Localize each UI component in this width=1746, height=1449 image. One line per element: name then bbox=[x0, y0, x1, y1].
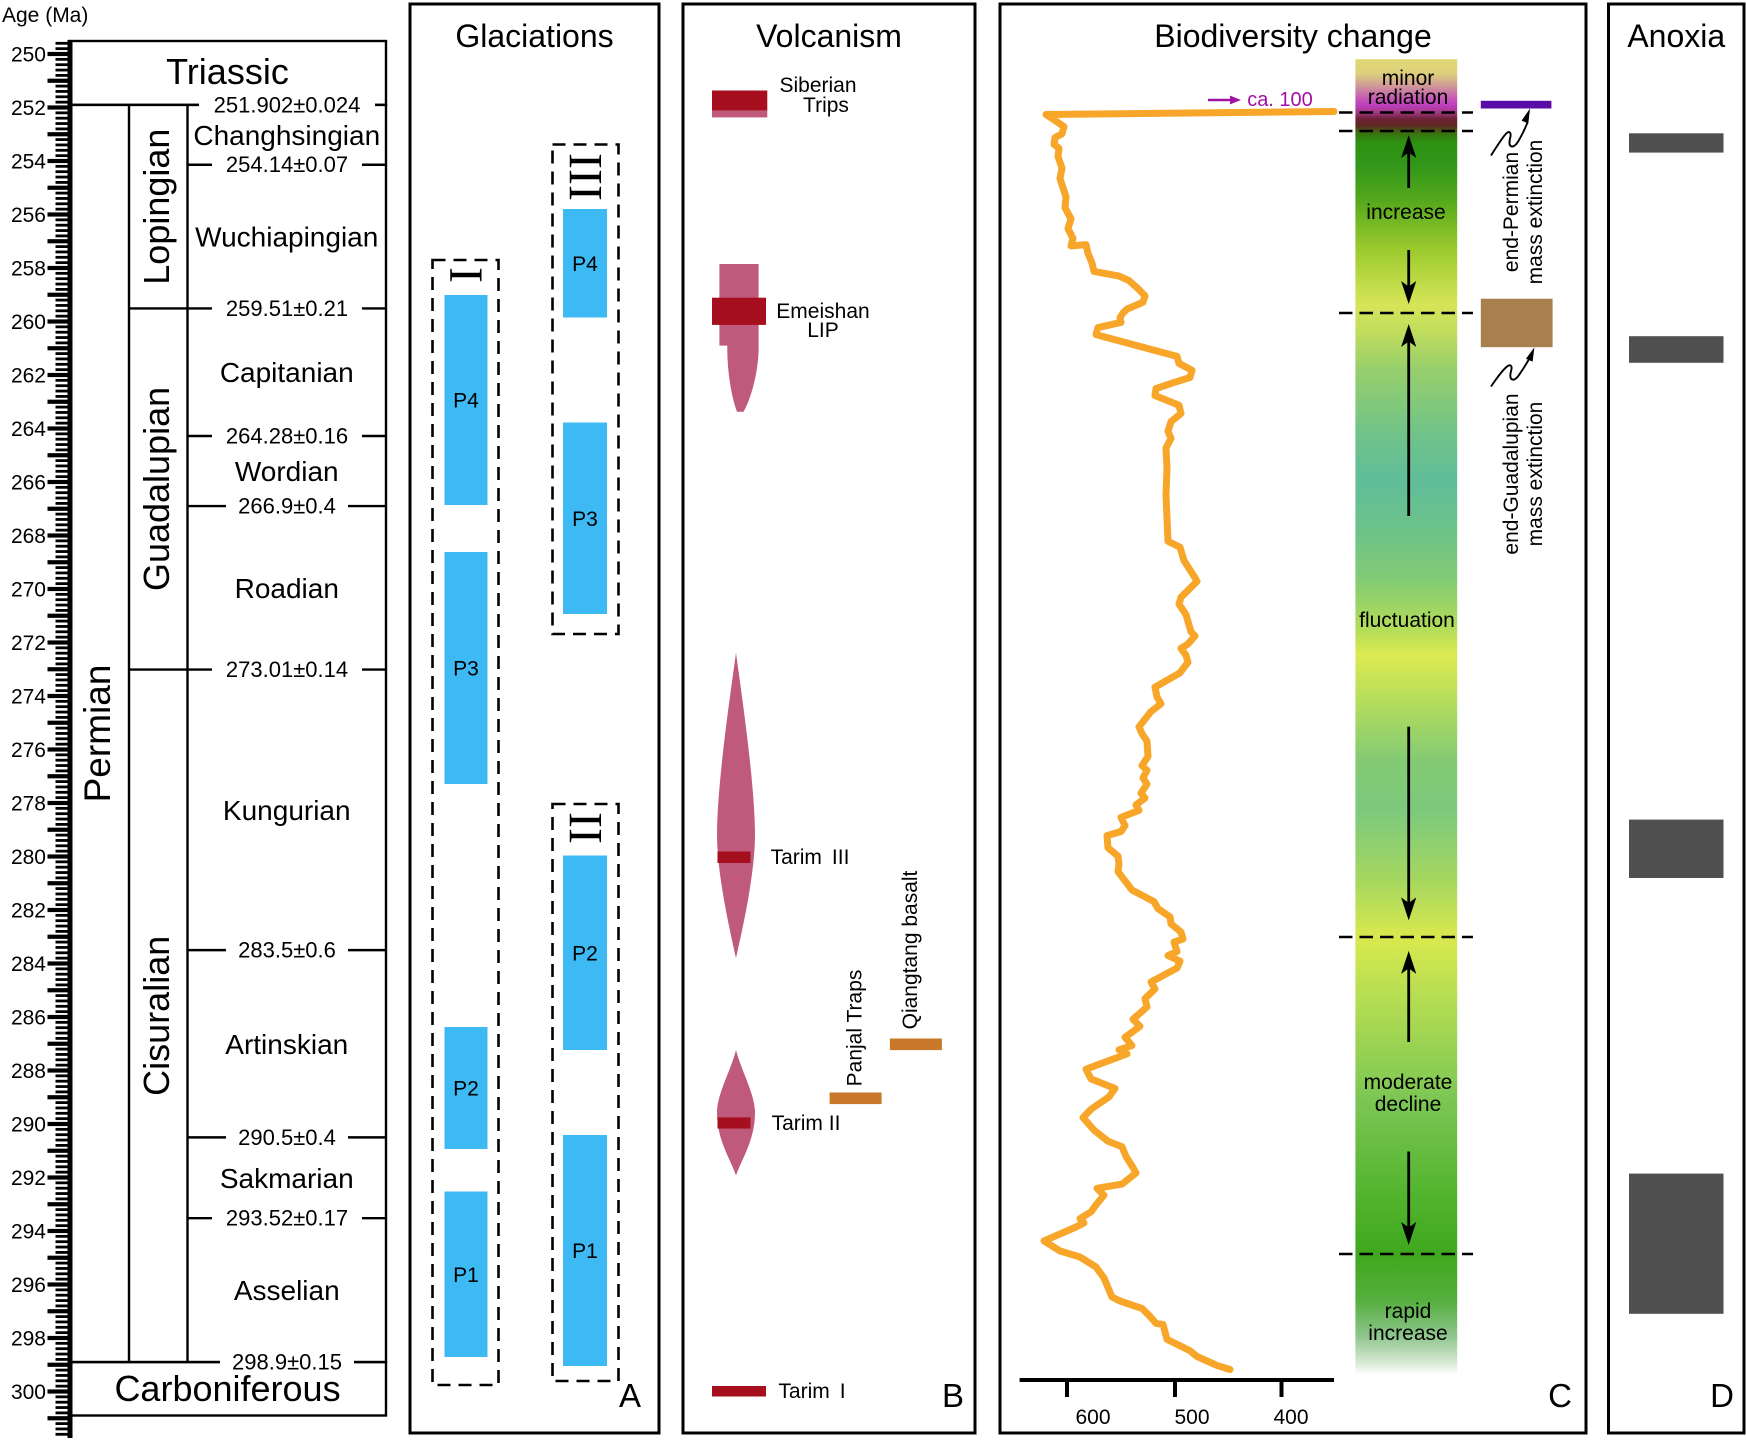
svg-text:296: 296 bbox=[11, 1274, 46, 1297]
svg-text:266.9±0.4: 266.9±0.4 bbox=[238, 494, 336, 519]
svg-text:A: A bbox=[619, 1377, 641, 1414]
svg-text:I: I bbox=[439, 267, 492, 283]
svg-text:Siberian: Siberian bbox=[779, 74, 856, 97]
svg-text:P4: P4 bbox=[453, 390, 479, 413]
svg-text:ca. 100: ca. 100 bbox=[1247, 89, 1313, 111]
svg-text:251.902±0.024: 251.902±0.024 bbox=[214, 92, 361, 117]
svg-text:292: 292 bbox=[11, 1167, 46, 1190]
svg-text:P4: P4 bbox=[572, 253, 598, 276]
svg-text:B: B bbox=[942, 1377, 964, 1414]
svg-text:600: 600 bbox=[1075, 1406, 1110, 1429]
svg-text:Artinskian: Artinskian bbox=[225, 1029, 348, 1060]
svg-text:268: 268 bbox=[11, 525, 46, 548]
svg-text:500: 500 bbox=[1174, 1406, 1209, 1429]
svg-text:290: 290 bbox=[11, 1114, 46, 1137]
svg-text:Lopingian: Lopingian bbox=[136, 129, 177, 285]
svg-text:moderate: moderate bbox=[1364, 1071, 1453, 1094]
svg-text:272: 272 bbox=[11, 632, 46, 655]
svg-text:Changhsingian: Changhsingian bbox=[193, 120, 380, 151]
svg-text:278: 278 bbox=[11, 793, 46, 816]
svg-text:258: 258 bbox=[11, 258, 46, 281]
svg-text:increase: increase bbox=[1366, 201, 1445, 224]
svg-text:Tarim I: Tarim I bbox=[778, 1380, 845, 1403]
svg-text:Kungurian: Kungurian bbox=[223, 795, 351, 826]
svg-text:280: 280 bbox=[11, 846, 46, 869]
svg-text:Capitanian: Capitanian bbox=[220, 357, 354, 388]
svg-text:Emeishan: Emeishan bbox=[776, 300, 869, 323]
svg-text:276: 276 bbox=[11, 739, 46, 762]
svg-text:294: 294 bbox=[11, 1221, 46, 1244]
svg-text:252: 252 bbox=[11, 97, 46, 120]
svg-text:mass extinction: mass extinction bbox=[1524, 402, 1547, 547]
svg-text:Qiangtang basalt: Qiangtang basalt bbox=[899, 870, 922, 1029]
svg-text:260: 260 bbox=[11, 311, 46, 334]
svg-text:Carboniferous: Carboniferous bbox=[114, 1368, 340, 1409]
svg-text:284: 284 bbox=[11, 953, 46, 976]
svg-text:P2: P2 bbox=[453, 1078, 479, 1101]
svg-text:283.5±0.6: 283.5±0.6 bbox=[238, 938, 336, 963]
svg-text:radiation: radiation bbox=[1368, 86, 1449, 109]
svg-text:increase: increase bbox=[1368, 1322, 1447, 1345]
svg-text:273.01±0.14: 273.01±0.14 bbox=[226, 657, 348, 682]
svg-text:254: 254 bbox=[11, 151, 46, 174]
svg-text:Panjal Traps: Panjal Traps bbox=[844, 970, 867, 1087]
svg-text:LIP: LIP bbox=[807, 319, 839, 342]
svg-text:P1: P1 bbox=[453, 1264, 479, 1287]
svg-text:Wordian: Wordian bbox=[235, 456, 339, 487]
svg-text:282: 282 bbox=[11, 900, 46, 923]
svg-text:Triassic: Triassic bbox=[166, 51, 289, 92]
svg-text:Volcanism: Volcanism bbox=[756, 18, 902, 54]
svg-text:end-Guadalupian: end-Guadalupian bbox=[1500, 393, 1523, 554]
svg-text:264: 264 bbox=[11, 418, 46, 441]
svg-text:259.51±0.21: 259.51±0.21 bbox=[226, 296, 348, 321]
svg-text:256: 256 bbox=[11, 204, 46, 227]
svg-text:II: II bbox=[559, 812, 612, 844]
svg-text:rapid: rapid bbox=[1385, 1300, 1432, 1323]
svg-text:298: 298 bbox=[11, 1328, 46, 1351]
svg-text:286: 286 bbox=[11, 1007, 46, 1030]
svg-text:Permian: Permian bbox=[77, 665, 118, 803]
svg-text:Anoxia: Anoxia bbox=[1627, 18, 1725, 54]
svg-text:Cisuralian: Cisuralian bbox=[136, 936, 177, 1096]
svg-text:C: C bbox=[1548, 1377, 1572, 1414]
svg-text:290.5±0.4: 290.5±0.4 bbox=[238, 1125, 336, 1150]
svg-text:Trips: Trips bbox=[803, 94, 849, 117]
svg-text:Sakmarian: Sakmarian bbox=[220, 1163, 354, 1194]
svg-text:fluctuation: fluctuation bbox=[1359, 609, 1455, 632]
svg-text:Roadian: Roadian bbox=[235, 573, 339, 604]
svg-text:end-Permian: end-Permian bbox=[1500, 152, 1523, 272]
svg-text:274: 274 bbox=[11, 686, 46, 709]
svg-text:400: 400 bbox=[1273, 1406, 1308, 1429]
svg-text:Guadalupian: Guadalupian bbox=[136, 387, 177, 591]
svg-text:P3: P3 bbox=[453, 658, 479, 681]
svg-text:266: 266 bbox=[11, 472, 46, 495]
svg-text:minor: minor bbox=[1382, 67, 1435, 90]
svg-text:Age (Ma): Age (Ma) bbox=[2, 4, 88, 27]
svg-text:298.9±0.15: 298.9±0.15 bbox=[232, 1350, 342, 1375]
svg-text:P3: P3 bbox=[572, 508, 598, 531]
svg-text:III: III bbox=[559, 153, 612, 201]
svg-text:293.52±0.17: 293.52±0.17 bbox=[226, 1206, 348, 1231]
svg-text:decline: decline bbox=[1375, 1093, 1442, 1116]
svg-text:262: 262 bbox=[11, 365, 46, 388]
svg-text:Tarim II: Tarim II bbox=[772, 1112, 841, 1135]
svg-text:Asselian: Asselian bbox=[234, 1275, 340, 1306]
svg-text:Wuchiapingian: Wuchiapingian bbox=[195, 222, 378, 253]
svg-text:D: D bbox=[1710, 1377, 1734, 1414]
svg-text:mass extinction: mass extinction bbox=[1524, 140, 1547, 285]
svg-text:270: 270 bbox=[11, 579, 46, 602]
svg-text:Biodiversity change: Biodiversity change bbox=[1154, 18, 1431, 54]
svg-text:300: 300 bbox=[11, 1381, 46, 1404]
svg-text:264.28±0.16: 264.28±0.16 bbox=[226, 423, 348, 448]
svg-text:254.14±0.07: 254.14±0.07 bbox=[226, 152, 348, 177]
svg-text:P2: P2 bbox=[572, 942, 598, 965]
svg-text:Tarim III: Tarim III bbox=[771, 846, 850, 869]
svg-text:250: 250 bbox=[11, 44, 46, 67]
svg-text:Glaciations: Glaciations bbox=[455, 18, 613, 54]
svg-text:P1: P1 bbox=[572, 1240, 598, 1263]
svg-text:288: 288 bbox=[11, 1060, 46, 1083]
